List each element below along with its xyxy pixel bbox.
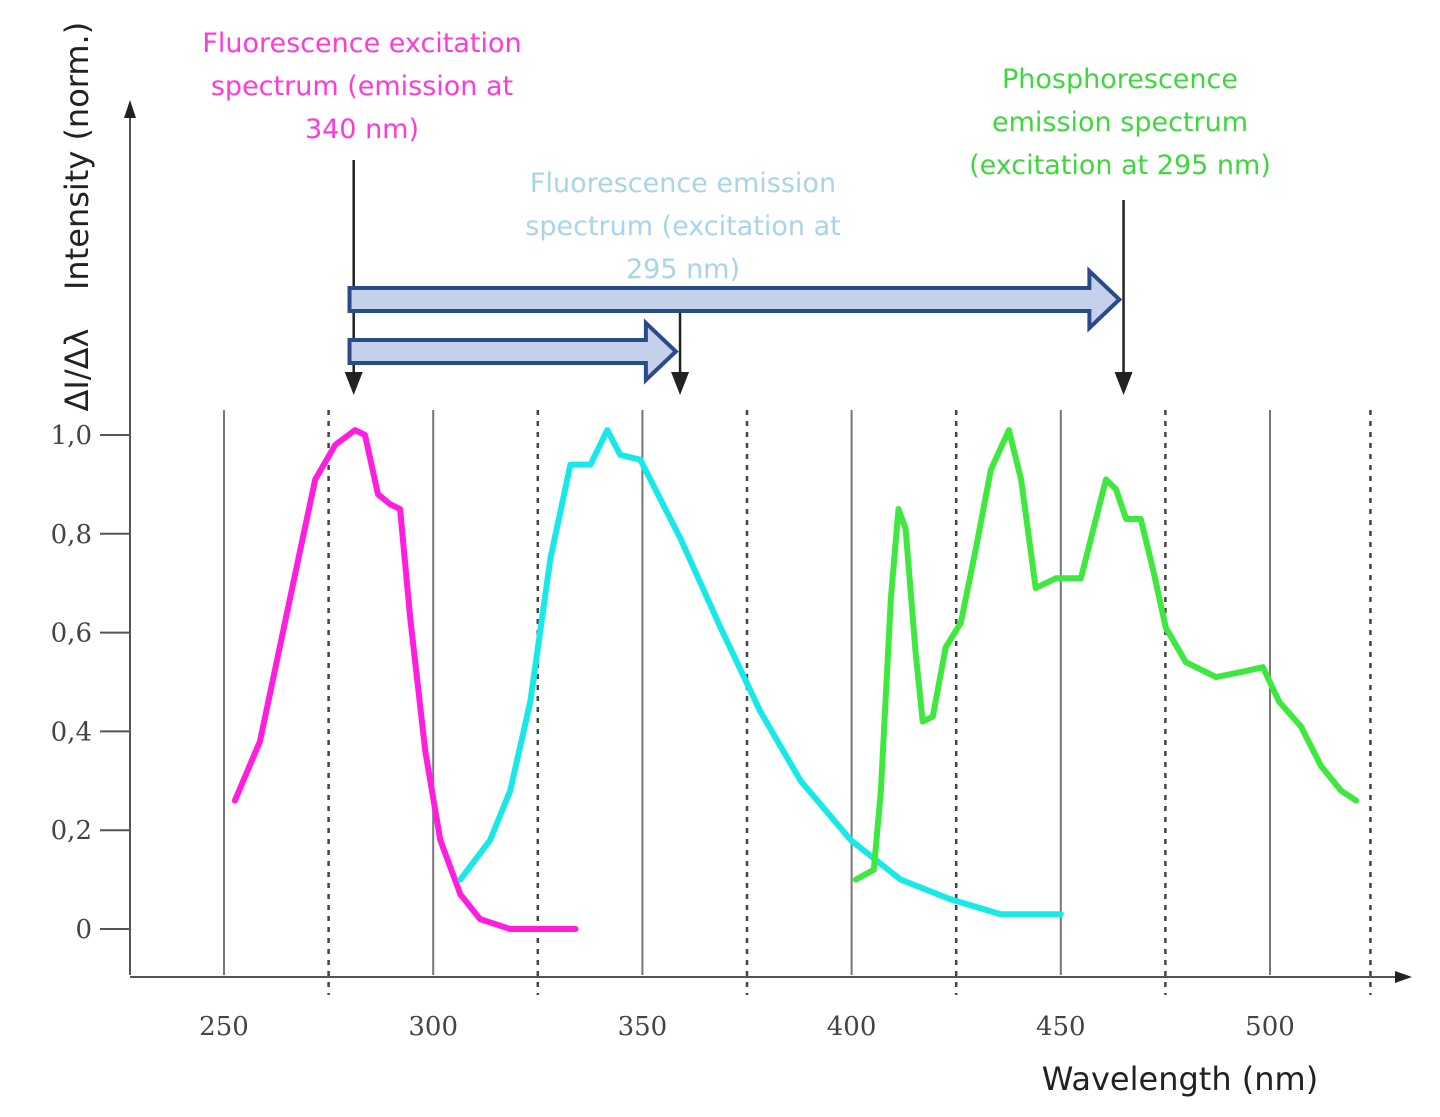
x-tick-label: 450: [1036, 1012, 1086, 1042]
y-axis-arrowhead: [124, 100, 136, 118]
series-lines: [231, 427, 1360, 932]
series-line-1: [457, 427, 1064, 918]
y-axis-label-prefix-group: ΔI/Δλ: [58, 329, 96, 412]
x-axis-label: Wavelength (nm): [1042, 1060, 1318, 1098]
arrows: [344, 160, 1133, 395]
gridlines: [223, 410, 1372, 995]
annotations: Fluorescence excitation spectrum (emissio…: [202, 28, 1271, 285]
annotation-text: spectrum (emission at: [211, 71, 513, 102]
series-line-0: [231, 427, 579, 932]
annotation-text: spectrum (excitation at: [525, 211, 840, 242]
pointer-arrowhead: [1114, 372, 1133, 395]
annotation-text: emission spectrum: [992, 107, 1248, 138]
annotation-text: 340 nm): [305, 114, 419, 145]
pointer-arrowhead: [671, 372, 690, 395]
y-axis-label: Intensity (norm.): [58, 22, 96, 290]
x-tick-label: 300: [408, 1012, 458, 1042]
series-line-2: [852, 427, 1360, 883]
annotation-text: Phosphorescence: [1002, 64, 1238, 95]
tick-labels: 250 300 350 400 450 500 0 0,2 0,4 0,6 0,8 1,0: [51, 421, 1295, 1042]
annotation-text: Fluorescence excitation: [202, 28, 521, 59]
y-tick-label: 0,8: [51, 520, 92, 550]
y-tick-label: 1,0: [51, 421, 92, 451]
block-arrow: [347, 318, 679, 385]
x-axis-arrowhead: [1395, 971, 1412, 983]
block-arrow: [347, 266, 1123, 333]
y-tick-label: 0: [75, 915, 92, 945]
y-tick-label: 0,4: [51, 717, 92, 747]
y-axis-label-prefix: ΔI/Δλ: [58, 329, 96, 412]
x-tick-label: 500: [1245, 1012, 1295, 1042]
y-axis-label-group: Intensity (norm.): [58, 22, 96, 290]
y-tick-label: 0,6: [51, 619, 92, 649]
axes: [124, 100, 1412, 983]
annotation-text: Fluorescence emission: [530, 168, 836, 199]
pointer-arrowhead: [344, 372, 363, 395]
y-tick-label: 0,2: [51, 816, 92, 846]
annotation-text: (excitation at 295 nm): [969, 150, 1271, 181]
x-tick-label: 400: [827, 1012, 877, 1042]
x-tick-label: 350: [618, 1012, 668, 1042]
x-tick-label: 250: [199, 1012, 249, 1042]
annotation-text: 295 nm): [626, 254, 740, 285]
